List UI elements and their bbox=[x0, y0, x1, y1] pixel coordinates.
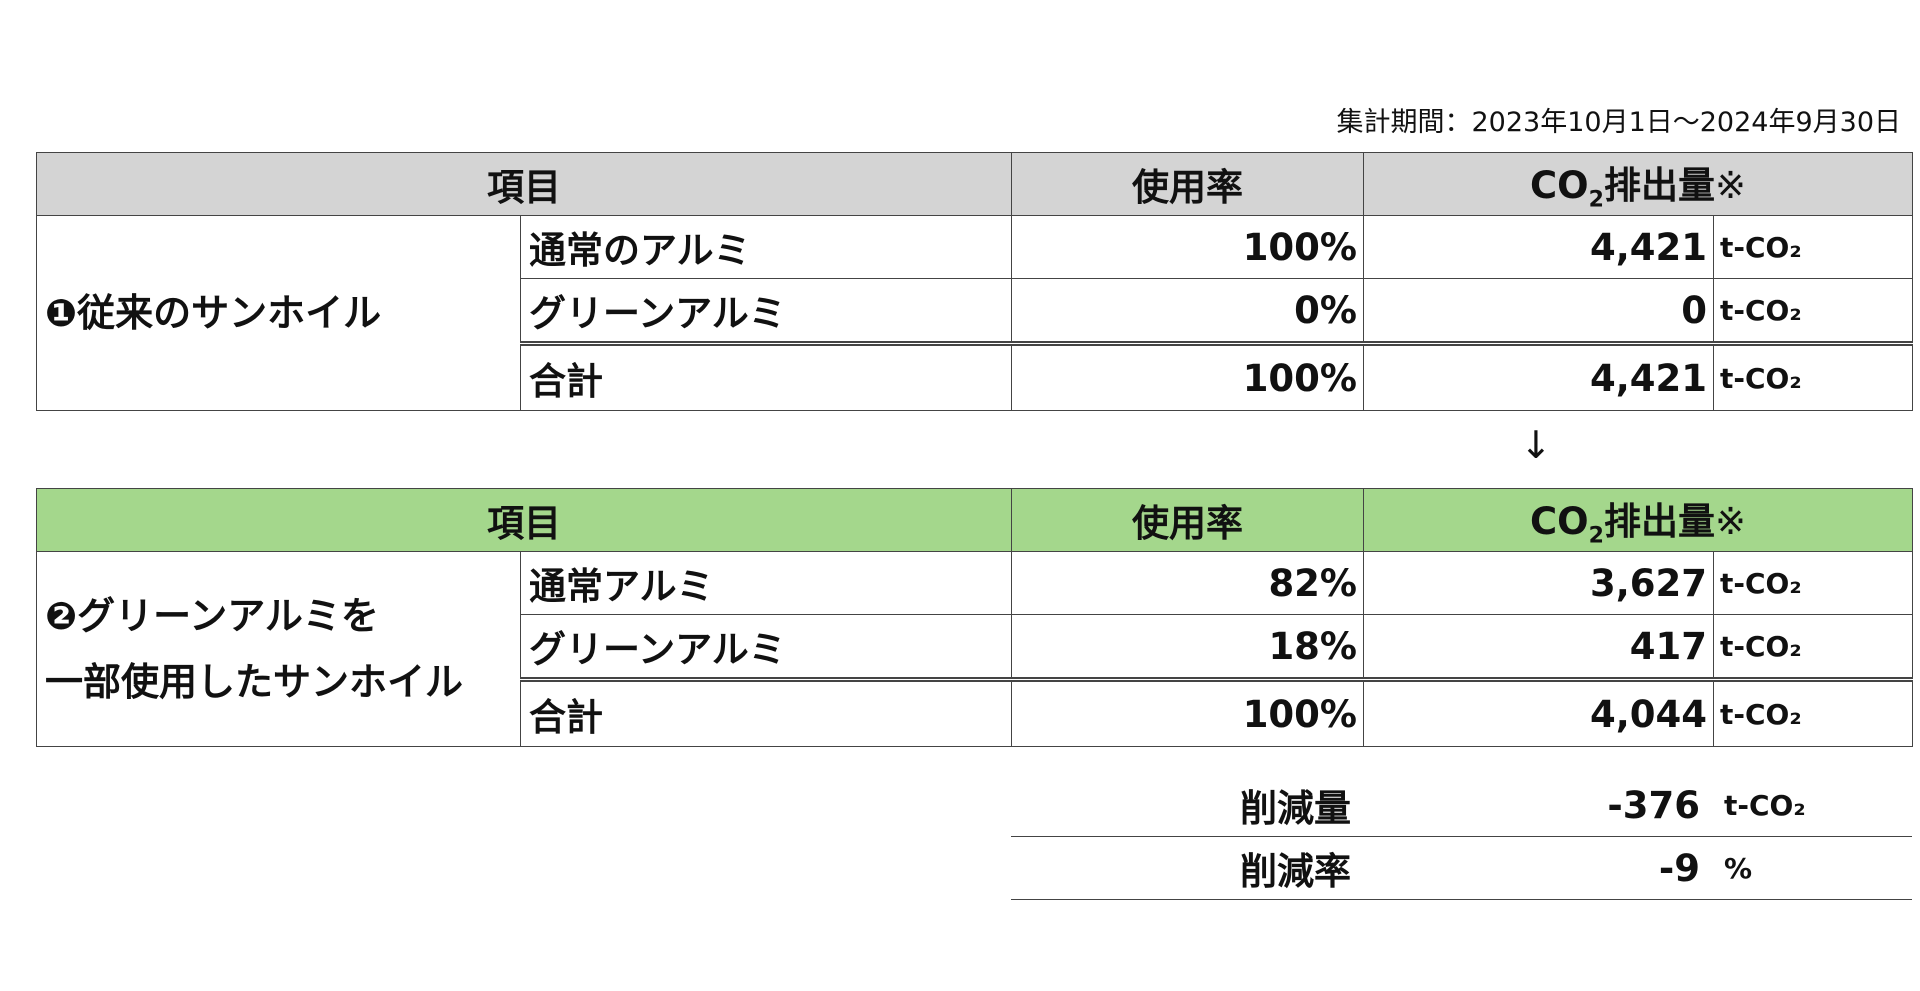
summary-divider bbox=[1011, 899, 1912, 900]
row-rate: 100% bbox=[1011, 341, 1364, 411]
table-row-total: 合計 100% 4,044 t-CO₂ bbox=[37, 677, 1913, 747]
header-co2: CO2排出量※ bbox=[1363, 152, 1913, 216]
green-aluminum-table: 項目 使用率 CO2排出量※ ❷グリーンアルミを 一部使用したサンホイル 通常ア… bbox=[36, 488, 1913, 747]
header-item: 項目 bbox=[36, 152, 1012, 216]
note-mark: ※ bbox=[1714, 500, 1746, 544]
reduction-rate-label: 削減率 bbox=[1240, 850, 1351, 893]
row-value: 417 bbox=[1363, 614, 1714, 680]
reduction-rate-value: -9 bbox=[1658, 846, 1700, 890]
row-rate: 0% bbox=[1011, 278, 1364, 344]
table-row: ❷グリーンアルミを 一部使用したサンホイル 通常アルミ 82% 3,627 t-… bbox=[36, 551, 1913, 747]
header-rate: 使用率 bbox=[1011, 488, 1364, 552]
header-co2-suffix: 排出量 bbox=[1603, 500, 1715, 544]
header-item: 項目 bbox=[36, 488, 1012, 552]
group-label-line1: ❷グリーンアルミを bbox=[45, 594, 379, 638]
row-rate: 18% bbox=[1011, 614, 1364, 680]
row-unit: t-CO₂ bbox=[1713, 278, 1913, 344]
group-label: ❷グリーンアルミを 一部使用したサンホイル bbox=[36, 551, 521, 747]
reduction-amount-unit: t-CO₂ bbox=[1724, 788, 1806, 822]
row-name: 通常のアルミ bbox=[520, 215, 1012, 279]
row-value: 4,421 bbox=[1363, 215, 1714, 279]
header-co2-sub: 2 bbox=[1588, 523, 1604, 549]
reduction-amount-value: -376 bbox=[1607, 783, 1700, 827]
row-name: グリーンアルミ bbox=[520, 614, 1012, 680]
row-unit: t-CO₂ bbox=[1713, 614, 1913, 680]
summary-divider bbox=[1011, 836, 1912, 837]
row-value: 4,044 bbox=[1363, 677, 1714, 747]
row-value: 3,627 bbox=[1363, 551, 1714, 615]
table-header-row: 項目 使用率 CO2排出量※ bbox=[36, 152, 1913, 216]
row-name: グリーンアルミ bbox=[520, 278, 1012, 344]
row-value: 0 bbox=[1363, 278, 1714, 344]
header-co2-prefix: CO bbox=[1530, 500, 1589, 544]
group-label-line2: 一部使用したサンホイル bbox=[45, 660, 464, 704]
conventional-table: 項目 使用率 CO2排出量※ ❶従来のサンホイル 通常のアルミ 100% 4,4… bbox=[36, 152, 1913, 411]
row-name: 通常アルミ bbox=[520, 551, 1012, 615]
reduction-rate-row: 削減率 -9 % bbox=[1011, 837, 1912, 899]
header-rate: 使用率 bbox=[1011, 152, 1364, 216]
row-name: 合計 bbox=[520, 677, 1012, 747]
header-co2: CO2排出量※ bbox=[1363, 488, 1913, 552]
row-rate: 82% bbox=[1011, 551, 1364, 615]
header-co2-sub: 2 bbox=[1588, 187, 1604, 213]
row-value: 4,421 bbox=[1363, 341, 1714, 411]
row-rate: 100% bbox=[1011, 677, 1364, 747]
table-row: ❶従来のサンホイル 通常のアルミ 100% 4,421 t-CO₂ bbox=[36, 215, 1913, 411]
row-name: 合計 bbox=[520, 341, 1012, 411]
row-unit: t-CO₂ bbox=[1713, 551, 1913, 615]
header-co2-suffix: 排出量 bbox=[1603, 164, 1715, 208]
header-co2-prefix: CO bbox=[1530, 164, 1589, 208]
reduction-rate-unit: % bbox=[1724, 851, 1753, 885]
reduction-summary: 削減量 -376 t-CO₂ 削減率 -9 % bbox=[1011, 774, 1912, 900]
reduction-amount-row: 削減量 -376 t-CO₂ bbox=[1011, 774, 1912, 836]
table-header-row: 項目 使用率 CO2排出量※ bbox=[36, 488, 1913, 552]
row-unit: t-CO₂ bbox=[1713, 341, 1913, 411]
row-rate: 100% bbox=[1011, 215, 1364, 279]
reduction-amount-label: 削減量 bbox=[1240, 787, 1351, 830]
row-unit: t-CO₂ bbox=[1713, 215, 1913, 279]
group-label: ❶従来のサンホイル bbox=[36, 215, 521, 411]
table-row-total: 合計 100% 4,421 t-CO₂ bbox=[37, 341, 1913, 411]
down-arrow-icon: ↓ bbox=[1520, 423, 1552, 467]
aggregation-period: 集計期間：2023年10月1日～2024年9月30日 bbox=[1336, 107, 1902, 138]
note-mark: ※ bbox=[1714, 164, 1746, 208]
table-row: グリーンアルミ 18% 417 t-CO₂ bbox=[37, 614, 1913, 680]
row-unit: t-CO₂ bbox=[1713, 677, 1913, 747]
